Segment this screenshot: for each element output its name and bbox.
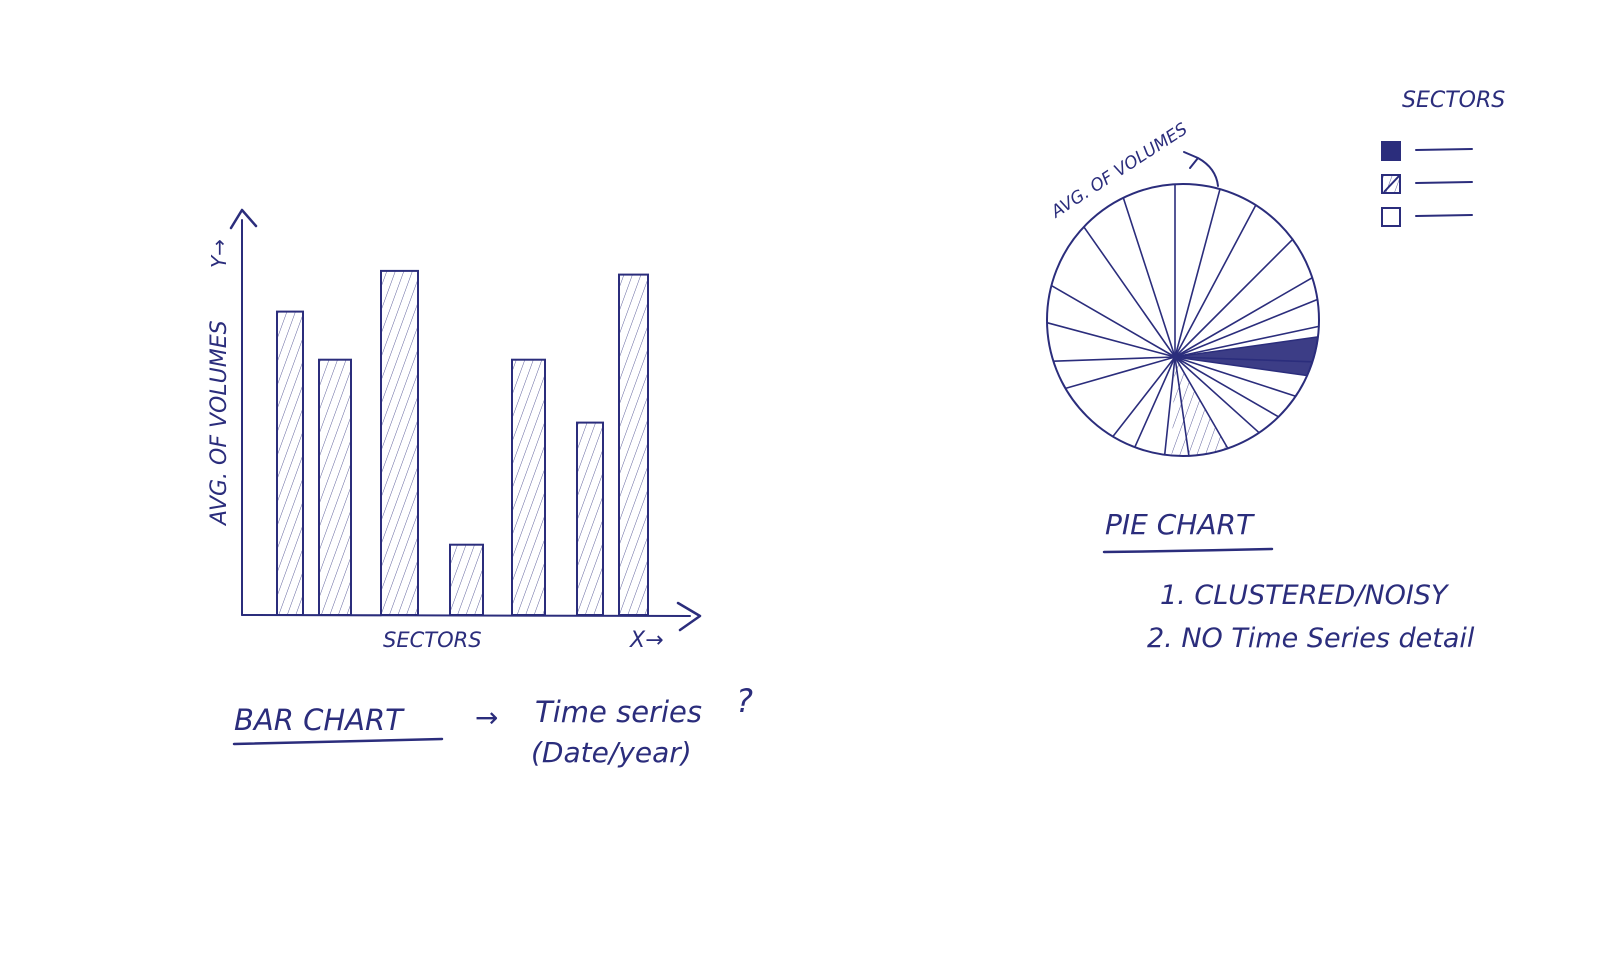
legend-swatch-empty bbox=[1381, 207, 1401, 227]
pie-slice-boundary-2 bbox=[1174, 325, 1320, 358]
legend-line bbox=[1415, 214, 1473, 217]
bar-1 bbox=[276, 310, 304, 616]
legend-item-3 bbox=[1381, 207, 1473, 227]
pie-slice-boundary-13 bbox=[1052, 356, 1176, 363]
bar-chart-title: BAR CHART bbox=[234, 703, 405, 737]
legend-line bbox=[1415, 181, 1473, 184]
pie-outline bbox=[1046, 183, 1320, 457]
pie-slice-boundary-10 bbox=[1083, 226, 1176, 358]
pie-center bbox=[1172, 354, 1178, 360]
note-date-year: (Date/year) bbox=[531, 736, 692, 769]
pie-note-1: 1. CLUSTERED/NOISY bbox=[1160, 580, 1450, 611]
y-axis-label: AVG. OF VOLUMES bbox=[207, 320, 232, 527]
note-arrow: → bbox=[475, 701, 498, 734]
y-axis-arrowhead bbox=[229, 208, 258, 230]
x-axis-label: SECTORS bbox=[383, 628, 482, 652]
bar-3 bbox=[380, 269, 419, 616]
note-time-series: Time series bbox=[535, 695, 702, 729]
bar-7 bbox=[618, 273, 649, 616]
legend-line bbox=[1415, 148, 1473, 151]
pie-legend: SECTORS bbox=[1381, 88, 1505, 227]
pie-chart: AVG. OF VOLUMES PIE CHART 1. CLUSTERED/N… bbox=[1046, 119, 1475, 654]
x-arrow-label: X→ bbox=[629, 628, 664, 653]
bar-4 bbox=[449, 543, 484, 617]
pie-slice-boundary-7 bbox=[1174, 188, 1221, 358]
pie-slice-boundary-4 bbox=[1174, 276, 1314, 358]
pie-slice-boundary-17 bbox=[1163, 356, 1176, 456]
pie-slice-boundary-21 bbox=[1174, 356, 1280, 418]
pie-slice-boundary-1 bbox=[1174, 356, 1314, 363]
bar-chart-title-underline bbox=[232, 737, 444, 746]
bar-2 bbox=[318, 358, 352, 617]
bar-6 bbox=[576, 421, 604, 616]
pie-slice-boundary-19 bbox=[1174, 356, 1229, 450]
pie-slice-boundary-3 bbox=[1174, 298, 1319, 358]
pie-slice-boundaries bbox=[1046, 183, 1320, 457]
pie-slice-boundary-16 bbox=[1134, 356, 1176, 449]
pie-label-pointer bbox=[1183, 151, 1219, 187]
pie-slice-label: AVG. OF VOLUMES bbox=[1047, 119, 1191, 223]
bar-chart: AVG. OF VOLUMES Y→ SECTORS X→ BAR CHART … bbox=[207, 208, 753, 769]
pie-slice-boundary-15 bbox=[1112, 356, 1176, 438]
legend-item-2 bbox=[1381, 174, 1473, 194]
legend-title: SECTORS bbox=[1402, 88, 1505, 113]
legend-item-1 bbox=[1381, 141, 1473, 161]
pie-note-2: 2. NO Time Series detail bbox=[1147, 623, 1475, 654]
y-arrow-label: Y→ bbox=[207, 239, 231, 268]
pie-slice-boundary-6 bbox=[1174, 204, 1257, 358]
pie-chart-title-underline bbox=[1102, 547, 1274, 554]
legend-items bbox=[1381, 141, 1473, 227]
pie-slice-boundary-14 bbox=[1064, 356, 1176, 390]
note-question-mark: ? bbox=[736, 682, 753, 720]
bar-5 bbox=[511, 358, 546, 617]
legend-swatch-slash bbox=[1383, 175, 1400, 193]
bars bbox=[276, 269, 649, 617]
pie-slice-boundary-12 bbox=[1046, 321, 1176, 358]
pie-slice-boundary-5 bbox=[1174, 238, 1294, 358]
x-axis-arrowhead bbox=[676, 601, 702, 632]
legend-swatch-filled bbox=[1381, 141, 1401, 161]
pie-slice-boundary-11 bbox=[1050, 284, 1176, 358]
pie-slice-boundary-9 bbox=[1122, 197, 1176, 358]
pie-slice-boundary-22 bbox=[1174, 356, 1297, 398]
pie-slice-boundary-20 bbox=[1174, 356, 1260, 434]
pie-chart-title: PIE CHART bbox=[1105, 508, 1255, 541]
pie-slice-boundary-18 bbox=[1174, 356, 1190, 457]
